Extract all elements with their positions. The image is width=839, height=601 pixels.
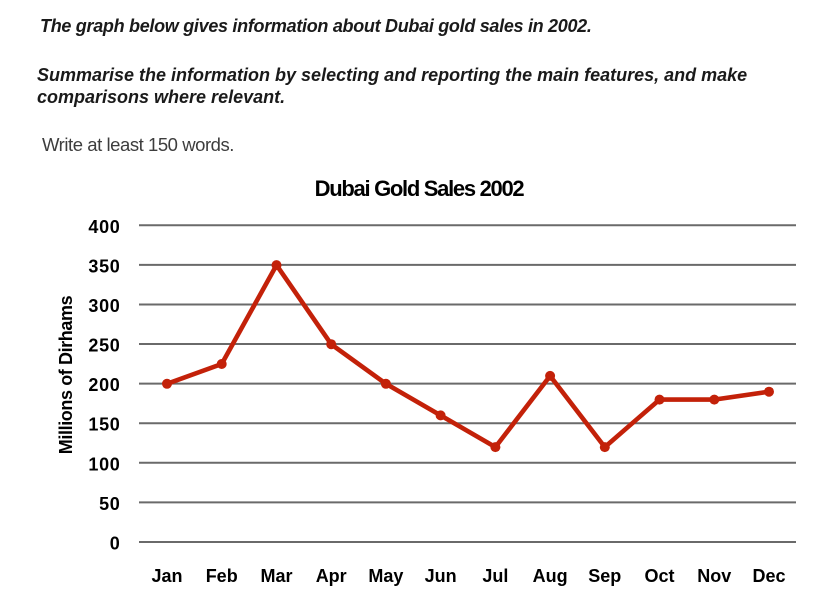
svg-text:Jul: Jul (482, 566, 508, 586)
svg-text:100: 100 (88, 454, 120, 474)
svg-text:0: 0 (110, 534, 121, 554)
svg-text:Dec: Dec (752, 566, 785, 586)
svg-text:50: 50 (99, 494, 120, 514)
svg-text:200: 200 (88, 375, 120, 395)
svg-text:Dubai Gold Sales 2002: Dubai Gold Sales 2002 (315, 176, 525, 201)
svg-text:Millions of Dirhams: Millions of Dirhams (56, 295, 76, 454)
svg-text:250: 250 (88, 336, 120, 356)
svg-text:May: May (368, 566, 403, 586)
svg-text:300: 300 (88, 296, 120, 316)
svg-text:Apr: Apr (316, 566, 347, 586)
svg-text:Jun: Jun (425, 566, 457, 586)
svg-text:Feb: Feb (206, 566, 238, 586)
svg-text:Nov: Nov (697, 566, 731, 586)
svg-text:350: 350 (88, 256, 120, 276)
svg-text:400: 400 (88, 217, 120, 237)
svg-text:Jan: Jan (151, 566, 182, 586)
svg-text:Oct: Oct (644, 566, 674, 586)
svg-text:150: 150 (88, 415, 120, 435)
svg-text:Sep: Sep (588, 566, 621, 586)
svg-text:Mar: Mar (260, 566, 292, 586)
svg-text:Aug: Aug (533, 566, 568, 586)
